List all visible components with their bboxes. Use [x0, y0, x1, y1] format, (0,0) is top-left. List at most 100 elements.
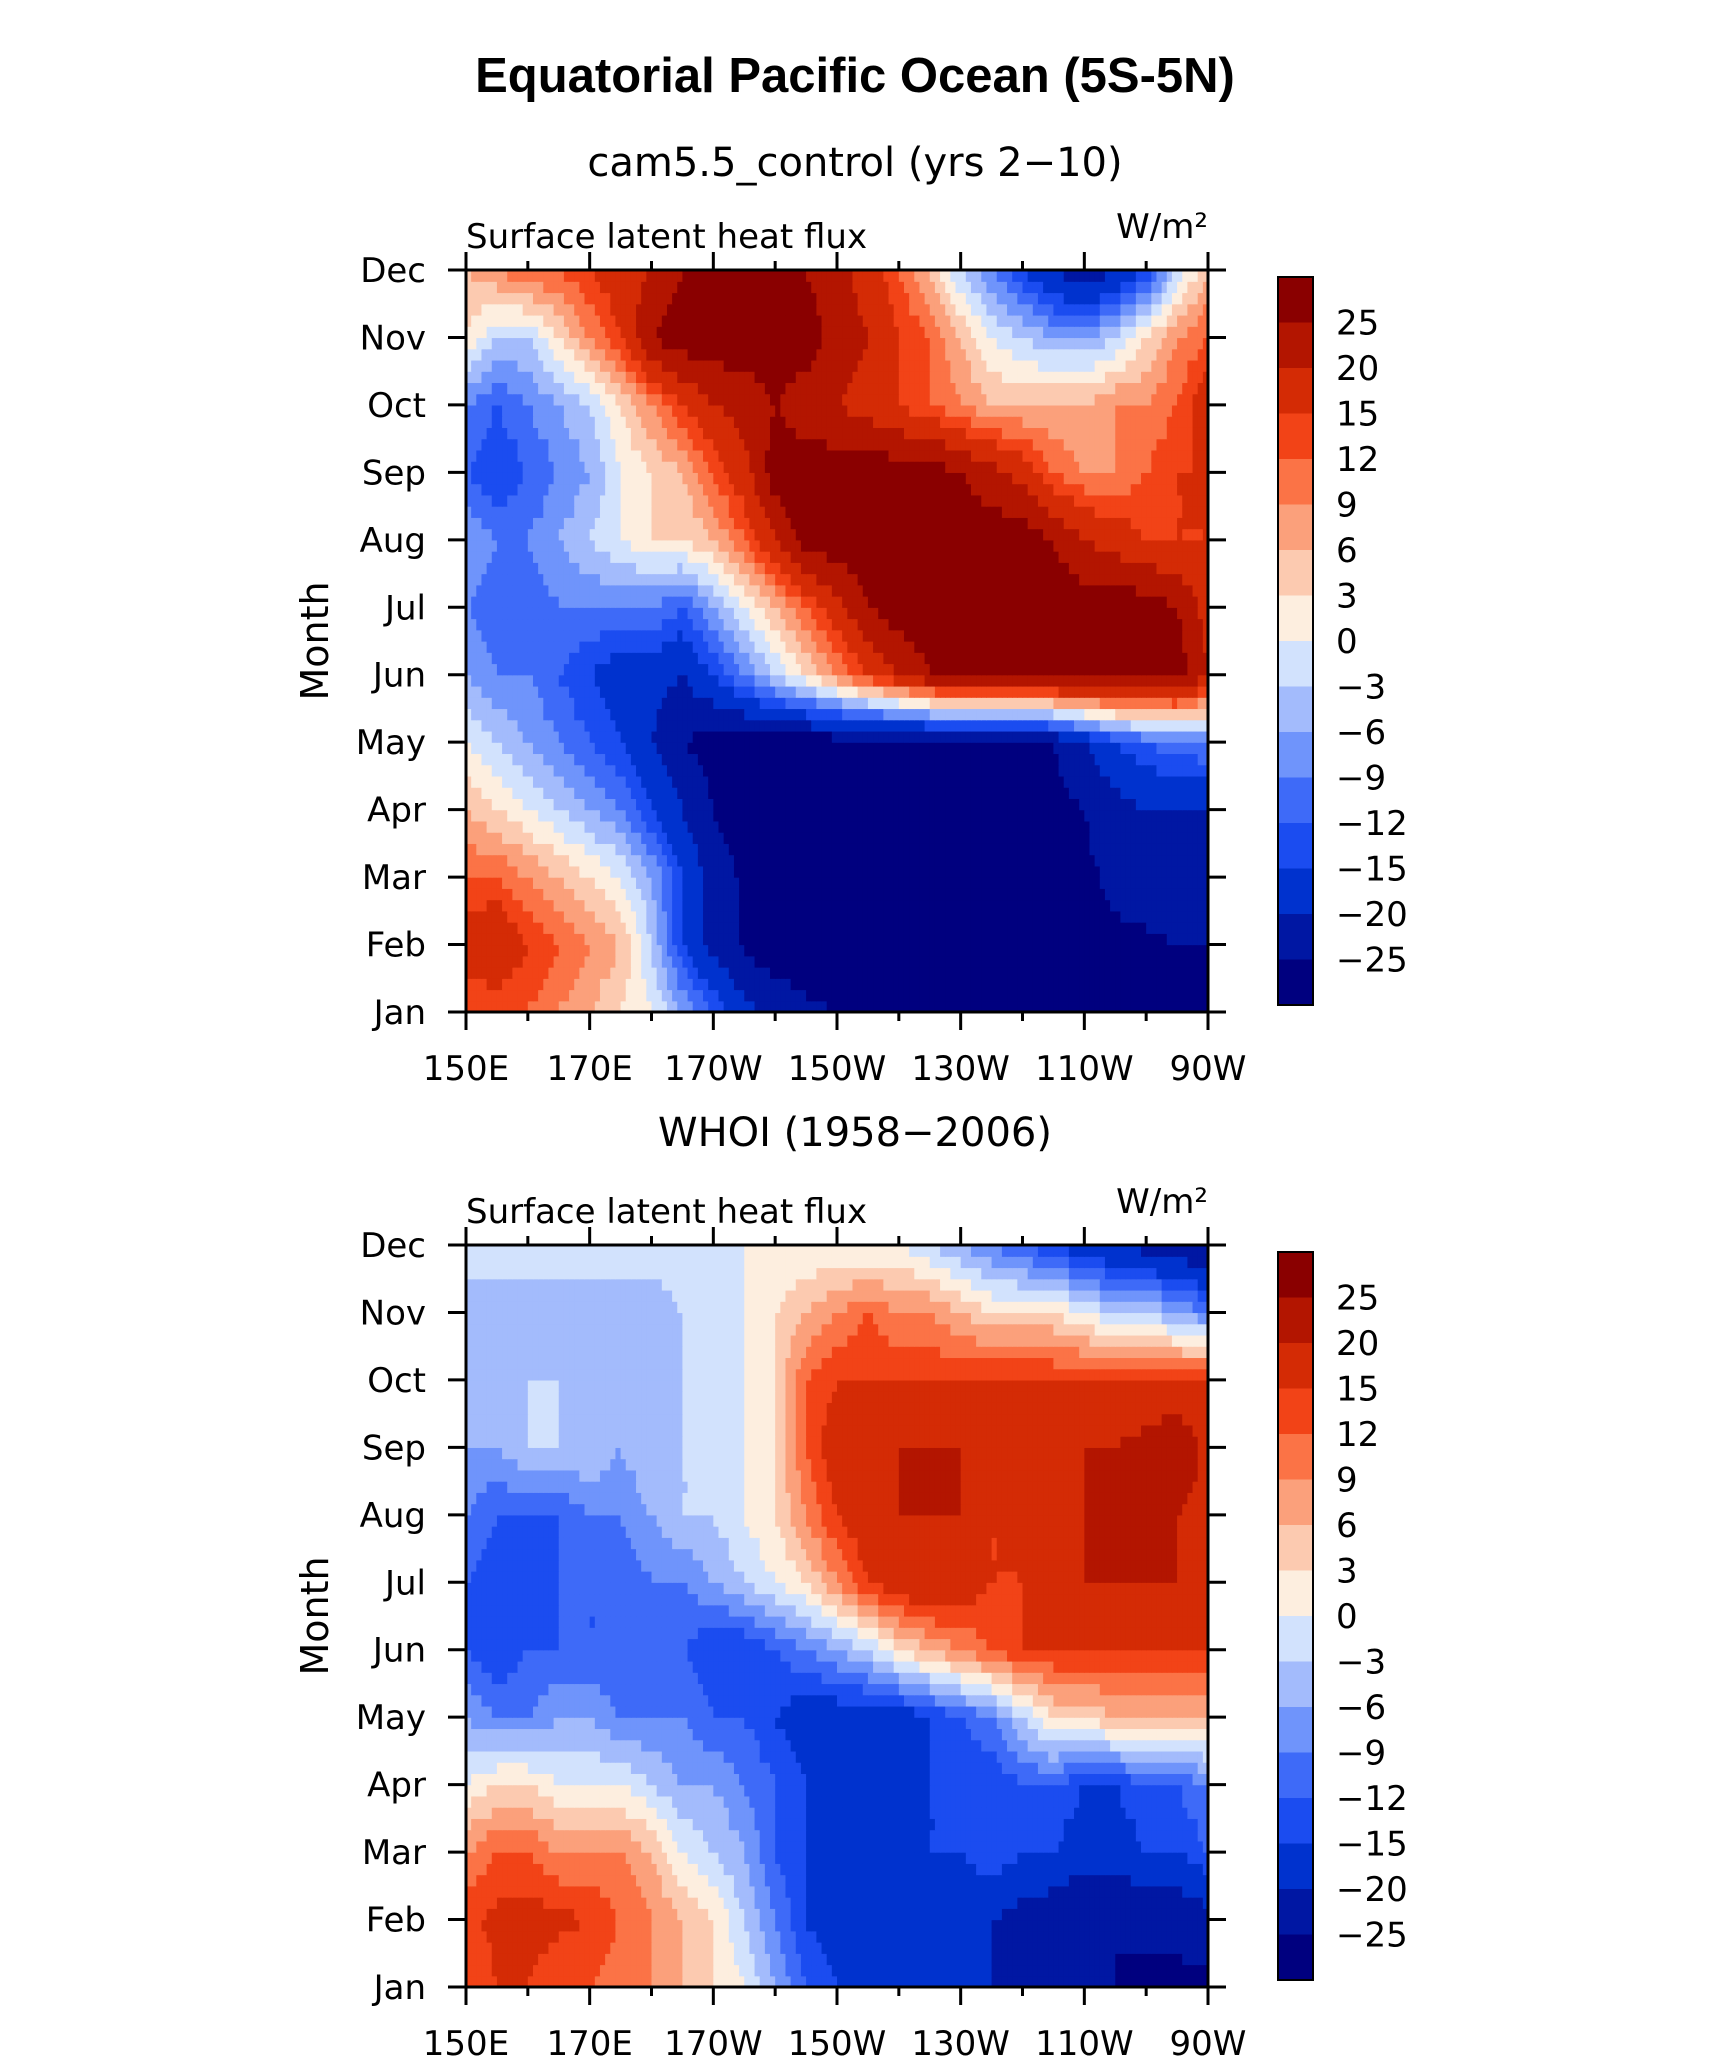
- contour-cell: [755, 866, 761, 878]
- contour-cell: [1167, 663, 1173, 675]
- contour-cell: [590, 990, 596, 1002]
- contour-cell: [662, 742, 668, 754]
- contour-cell: [878, 832, 884, 844]
- contour-cell: [1172, 652, 1178, 664]
- contour-cell: [899, 1001, 905, 1013]
- contour-cell: [621, 619, 627, 631]
- contour-cell: [1105, 697, 1111, 709]
- contour-cell: [909, 877, 915, 889]
- contour-cell: [564, 990, 570, 1002]
- contour-cell: [894, 663, 900, 675]
- contour-cell: [724, 990, 730, 1002]
- contour-cell: [775, 787, 781, 799]
- contour-cell: [940, 787, 946, 799]
- contour-cell: [734, 866, 740, 878]
- contour-cell: [863, 663, 869, 675]
- contour-cell: [950, 753, 956, 765]
- contour-cell: [1028, 877, 1034, 889]
- contour-cell: [739, 855, 745, 867]
- contour-cell: [1038, 720, 1044, 732]
- contour-cell: [806, 855, 812, 867]
- contour-cell: [1151, 922, 1157, 934]
- contour-cell: [760, 798, 766, 810]
- contour-cell: [528, 832, 534, 844]
- contour-cell: [765, 731, 771, 743]
- contour-cell: [1059, 798, 1065, 810]
- contour-cell: [1193, 945, 1199, 957]
- contour-cell: [512, 619, 518, 631]
- contour-cell: [677, 945, 683, 957]
- contour-cell: [657, 911, 663, 923]
- contour-cell: [471, 720, 477, 732]
- contour-cell: [1110, 843, 1116, 855]
- contour-cell: [780, 990, 786, 1002]
- contour-cell: [914, 787, 920, 799]
- contour-cell: [1110, 776, 1116, 788]
- contour-cell: [703, 641, 709, 653]
- contour-cell: [1028, 675, 1034, 687]
- contour-cell: [1059, 686, 1065, 698]
- contour-cell: [579, 990, 585, 1002]
- contour-cell: [816, 798, 822, 810]
- contour-cell: [682, 630, 688, 642]
- contour-cell: [1120, 731, 1126, 743]
- contour-cell: [925, 877, 931, 889]
- contour-cell: [657, 686, 663, 698]
- contour-cell: [760, 686, 766, 698]
- contour-cell: [585, 821, 591, 833]
- contour-cell: [904, 619, 910, 631]
- contour-cell: [852, 956, 858, 968]
- contour-cell: [909, 630, 915, 642]
- contour-cell: [636, 810, 642, 822]
- contour-cell: [652, 843, 658, 855]
- contour-cell: [677, 720, 683, 732]
- contour-cell: [713, 1001, 719, 1013]
- contour-cell: [796, 843, 802, 855]
- contour-cell: [585, 1001, 591, 1013]
- contour-cell: [986, 776, 992, 788]
- contour-cell: [713, 798, 719, 810]
- contour-cell: [935, 641, 941, 653]
- contour-cell: [832, 821, 838, 833]
- contour-cell: [914, 821, 920, 833]
- contour-cell: [739, 619, 745, 631]
- contour-cell: [1059, 776, 1065, 788]
- contour-cell: [667, 888, 673, 900]
- contour-cell: [579, 900, 585, 912]
- contour-cell: [1089, 990, 1095, 1002]
- contour-cell: [935, 720, 941, 732]
- contour-cell: [1126, 731, 1132, 743]
- contour-cell: [724, 866, 730, 878]
- contour-cell: [1167, 922, 1173, 934]
- contour-cell: [775, 776, 781, 788]
- contour-cell: [791, 911, 797, 923]
- contour-cell: [497, 720, 503, 732]
- contour-cell: [791, 978, 797, 990]
- contour-cell: [1136, 663, 1142, 675]
- contour-cell: [564, 866, 570, 878]
- contour-cell: [621, 933, 627, 945]
- contour-cell: [481, 630, 487, 642]
- contour-cell: [621, 900, 627, 912]
- contour-cell: [1079, 821, 1085, 833]
- contour-cell: [1079, 855, 1085, 867]
- contour-cell: [986, 798, 992, 810]
- contour-cell: [1017, 708, 1023, 720]
- contour-cell: [600, 641, 606, 653]
- contour-cell: [950, 787, 956, 799]
- contour-cell: [992, 877, 998, 889]
- contour-cell: [1141, 978, 1147, 990]
- contour-cell: [935, 697, 941, 709]
- contour-cell: [672, 888, 678, 900]
- contour-cell: [1193, 731, 1199, 743]
- contour-cell: [615, 663, 621, 675]
- contour-cell: [688, 933, 694, 945]
- contour-cell: [904, 832, 910, 844]
- contour-cell: [657, 708, 663, 720]
- contour-cell: [626, 1001, 632, 1013]
- contour-cell: [1002, 911, 1008, 923]
- contour-cell: [1105, 900, 1111, 912]
- contour-cell: [559, 630, 565, 642]
- contour-cell: [945, 630, 951, 642]
- contour-cell: [1146, 663, 1152, 675]
